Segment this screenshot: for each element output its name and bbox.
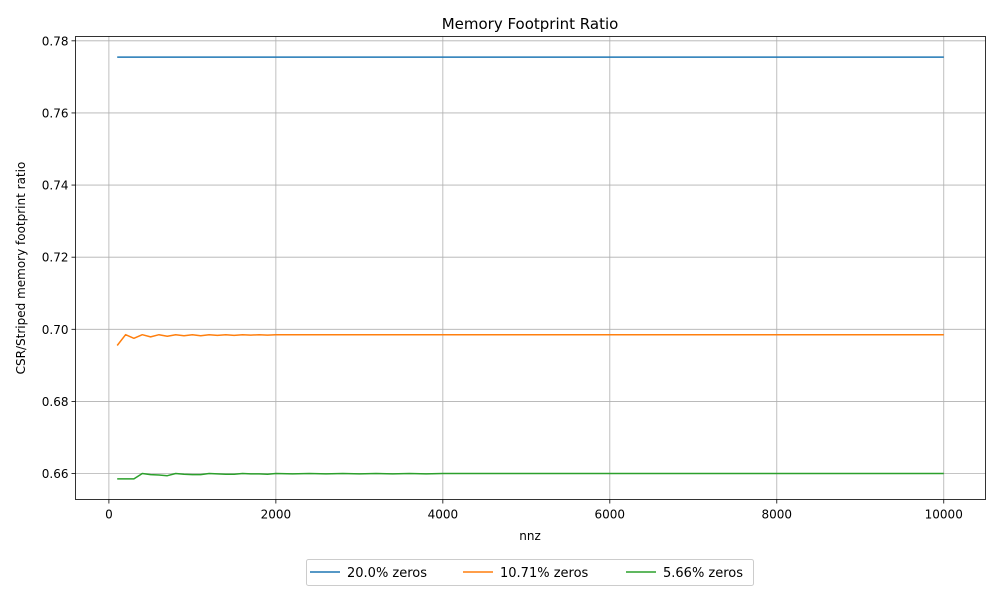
x-axis-ticks: 0 2000 4000 6000 8000 10000	[105, 499, 963, 522]
x-tick-label: 6000	[595, 508, 626, 522]
x-axis-label: nnz	[519, 529, 541, 543]
legend-label: 10.71% zeros	[500, 566, 589, 581]
series-line-2	[117, 472, 944, 480]
legend-label: 20.0% zeros	[347, 566, 427, 581]
x-tick-label: 8000	[762, 508, 793, 522]
chart-title: Memory Footprint Ratio	[442, 15, 619, 33]
series-line-1	[116, 333, 944, 346]
x-tick-label: 10000	[925, 508, 963, 522]
series-lines	[116, 56, 944, 480]
legend-label: 5.66% zeros	[663, 566, 743, 581]
legend-box	[306, 559, 754, 586]
plot-frame	[75, 36, 986, 500]
y-tick-label: 0.70	[42, 323, 69, 337]
y-tick-label: 0.74	[42, 179, 69, 193]
y-tick-label: 0.66	[42, 467, 69, 481]
y-tick-label: 0.76	[42, 106, 69, 120]
x-tick-label: 0	[105, 508, 113, 522]
legend: 20.0% zeros 10.71% zeros 5.66% zeros	[306, 559, 754, 586]
x-tick-label: 4000	[428, 508, 459, 522]
y-tick-label: 0.72	[42, 251, 69, 265]
y-tick-label: 0.68	[42, 395, 69, 409]
grid	[75, 36, 986, 500]
y-tick-label: 0.78	[42, 34, 69, 48]
y-axis-ticks: 0.66 0.68 0.70 0.72 0.74 0.76 0.78	[42, 34, 76, 481]
y-axis-label: CSR/Striped memory footprint ratio	[14, 162, 28, 375]
x-tick-label: 2000	[261, 508, 292, 522]
